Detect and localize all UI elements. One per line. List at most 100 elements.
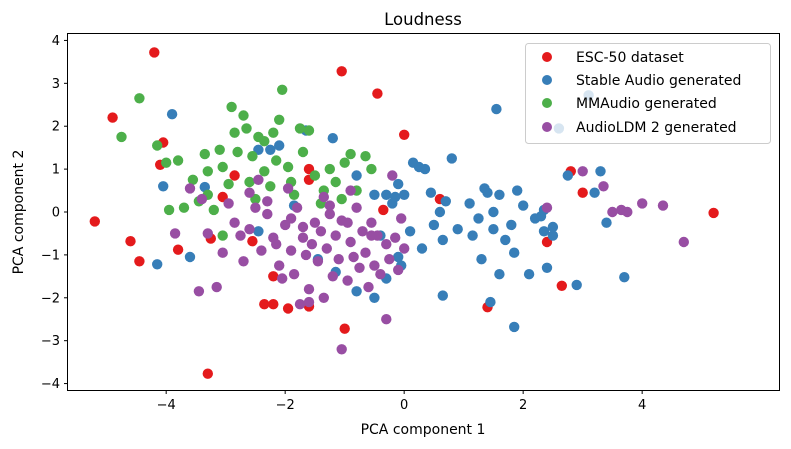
y-axis-label: PCA component 2 bbox=[11, 150, 27, 275]
point-mmaudio-generated-42 bbox=[163, 204, 175, 216]
point-stable-audio-generated-2 bbox=[152, 259, 163, 270]
point-audioldm-2-generated-60 bbox=[318, 191, 329, 203]
point-audioldm-2-generated-3 bbox=[217, 247, 228, 258]
point-stable-audio-generated-46 bbox=[589, 187, 600, 198]
point-audioldm-2-generated-8 bbox=[244, 224, 255, 235]
point-stable-audio-generated-69 bbox=[390, 191, 401, 203]
point-audioldm-2-generated-78 bbox=[262, 196, 273, 207]
point-esc-50-dataset-10 bbox=[202, 368, 213, 379]
legend-frame bbox=[525, 43, 771, 144]
point-audioldm-2-generated-74 bbox=[366, 230, 377, 241]
points-layer bbox=[89, 47, 719, 379]
point-stable-audio-generated-62 bbox=[488, 224, 499, 235]
y-tick-label-2: −2 bbox=[41, 291, 60, 306]
point-audioldm-2-generated-30 bbox=[333, 254, 344, 265]
point-audioldm-2-generated-22 bbox=[309, 217, 321, 228]
y-tick-label-8: 4 bbox=[52, 34, 60, 49]
point-audioldm-2-generated-54 bbox=[211, 281, 222, 293]
point-stable-audio-generated-37 bbox=[523, 269, 535, 280]
point-stable-audio-generated-47 bbox=[595, 166, 606, 177]
point-stable-audio-generated-31 bbox=[494, 189, 505, 200]
point-audioldm-2-generated-25 bbox=[318, 292, 329, 303]
point-audioldm-2-generated-24 bbox=[315, 226, 327, 237]
point-stable-audio-generated-34 bbox=[509, 247, 520, 258]
point-audioldm-2-generated-75 bbox=[399, 243, 410, 254]
y-tick-label-5: 1 bbox=[52, 163, 60, 178]
chart-title: Loudness bbox=[384, 10, 462, 29]
point-stable-audio-generated-11 bbox=[351, 170, 362, 181]
point-stable-audio-generated-10 bbox=[327, 133, 338, 144]
point-audioldm-2-generated-43 bbox=[375, 269, 386, 280]
point-stable-audio-generated-63 bbox=[494, 269, 505, 280]
point-mmaudio-generated-1 bbox=[134, 93, 145, 104]
point-audioldm-2-generated-44 bbox=[381, 239, 392, 250]
point-mmaudio-generated-22 bbox=[259, 166, 270, 177]
point-audioldm-2-generated-40 bbox=[366, 217, 377, 228]
point-audioldm-2-generated-13 bbox=[274, 260, 285, 271]
point-stable-audio-generated-3 bbox=[184, 251, 196, 263]
point-audioldm-2-generated-6 bbox=[235, 230, 246, 241]
point-stable-audio-generated-49 bbox=[491, 103, 502, 115]
point-mmaudio-generated-40 bbox=[360, 151, 371, 162]
point-audioldm-2-generated-36 bbox=[354, 262, 365, 273]
point-audioldm-2-generated-10 bbox=[256, 245, 267, 256]
y-tick-label-3: −1 bbox=[41, 248, 60, 263]
point-mmaudio-generated-6 bbox=[187, 174, 199, 185]
point-audioldm-2-generated-62 bbox=[169, 228, 181, 239]
point-audioldm-2-generated-58 bbox=[253, 174, 264, 185]
point-audioldm-2-generated-51 bbox=[381, 314, 392, 325]
point-stable-audio-generated-53 bbox=[369, 292, 380, 303]
point-mmaudio-generated-47 bbox=[339, 157, 350, 168]
point-audioldm-2-generated-28 bbox=[327, 271, 338, 282]
point-audioldm-2-generated-70 bbox=[678, 236, 689, 248]
point-mmaudio-generated-23 bbox=[265, 181, 276, 192]
legend-marker-audioldm2 bbox=[542, 122, 552, 132]
point-esc-50-dataset-14 bbox=[247, 236, 258, 247]
point-mmaudio-generated-29 bbox=[294, 123, 306, 134]
point-mmaudio-generated-14 bbox=[226, 101, 237, 113]
point-esc-50-dataset-0 bbox=[149, 47, 160, 58]
point-mmaudio-generated-2 bbox=[152, 140, 163, 151]
point-mmaudio-generated-45 bbox=[259, 136, 270, 147]
axis-ticks: −4 −2 0 2 4 −4 −3 −2 −1 0 1 2 3 4 bbox=[41, 34, 646, 413]
point-esc-50-dataset-6 bbox=[89, 216, 101, 227]
point-mmaudio-generated-30 bbox=[297, 146, 309, 158]
point-stable-audio-generated-23 bbox=[440, 196, 451, 207]
point-esc-50-dataset-22 bbox=[339, 323, 350, 334]
point-audioldm-2-generated-39 bbox=[363, 281, 374, 293]
point-stable-audio-generated-50 bbox=[535, 211, 547, 222]
point-audioldm-2-generated-19 bbox=[297, 232, 309, 243]
point-mmaudio-generated-35 bbox=[324, 163, 335, 175]
point-mmaudio-generated-38 bbox=[345, 148, 356, 160]
point-esc-50-dataset-8 bbox=[134, 256, 145, 267]
point-stable-audio-generated-7 bbox=[274, 140, 285, 151]
x-tick-label-0: −4 bbox=[157, 398, 176, 413]
legend-label-stable-audio: Stable Audio generated bbox=[576, 73, 741, 89]
point-stable-audio-generated-25 bbox=[452, 224, 463, 235]
point-audioldm-2-generated-37 bbox=[357, 226, 368, 237]
point-esc-50-dataset-16 bbox=[268, 299, 279, 310]
legend-marker-mmaudio bbox=[542, 98, 552, 108]
point-stable-audio-generated-33 bbox=[506, 219, 517, 231]
point-audioldm-2-generated-69 bbox=[657, 200, 669, 211]
point-stable-audio-generated-35 bbox=[512, 185, 523, 196]
point-stable-audio-generated-28 bbox=[476, 254, 487, 265]
point-audioldm-2-generated-50 bbox=[336, 344, 347, 355]
point-audioldm-2-generated-41 bbox=[369, 260, 380, 271]
point-audioldm-2-generated-21 bbox=[303, 284, 315, 295]
point-mmaudio-generated-49 bbox=[199, 148, 210, 160]
point-audioldm-2-generated-18 bbox=[291, 202, 303, 213]
point-audioldm-2-generated-23 bbox=[312, 256, 324, 267]
point-esc-50-dataset-7 bbox=[125, 236, 136, 247]
point-stable-audio-generated-13 bbox=[381, 189, 392, 200]
point-stable-audio-generated-72 bbox=[479, 183, 490, 194]
point-stable-audio-generated-67 bbox=[538, 226, 550, 237]
point-stable-audio-generated-26 bbox=[464, 198, 475, 209]
y-tick-label-7: 3 bbox=[52, 77, 60, 92]
point-audioldm-2-generated-5 bbox=[229, 217, 240, 228]
point-mmaudio-generated-3 bbox=[161, 157, 172, 168]
point-audioldm-2-generated-29 bbox=[330, 230, 341, 241]
point-audioldm-2-generated-20 bbox=[300, 249, 312, 261]
point-mmaudio-generated-31 bbox=[303, 125, 315, 136]
